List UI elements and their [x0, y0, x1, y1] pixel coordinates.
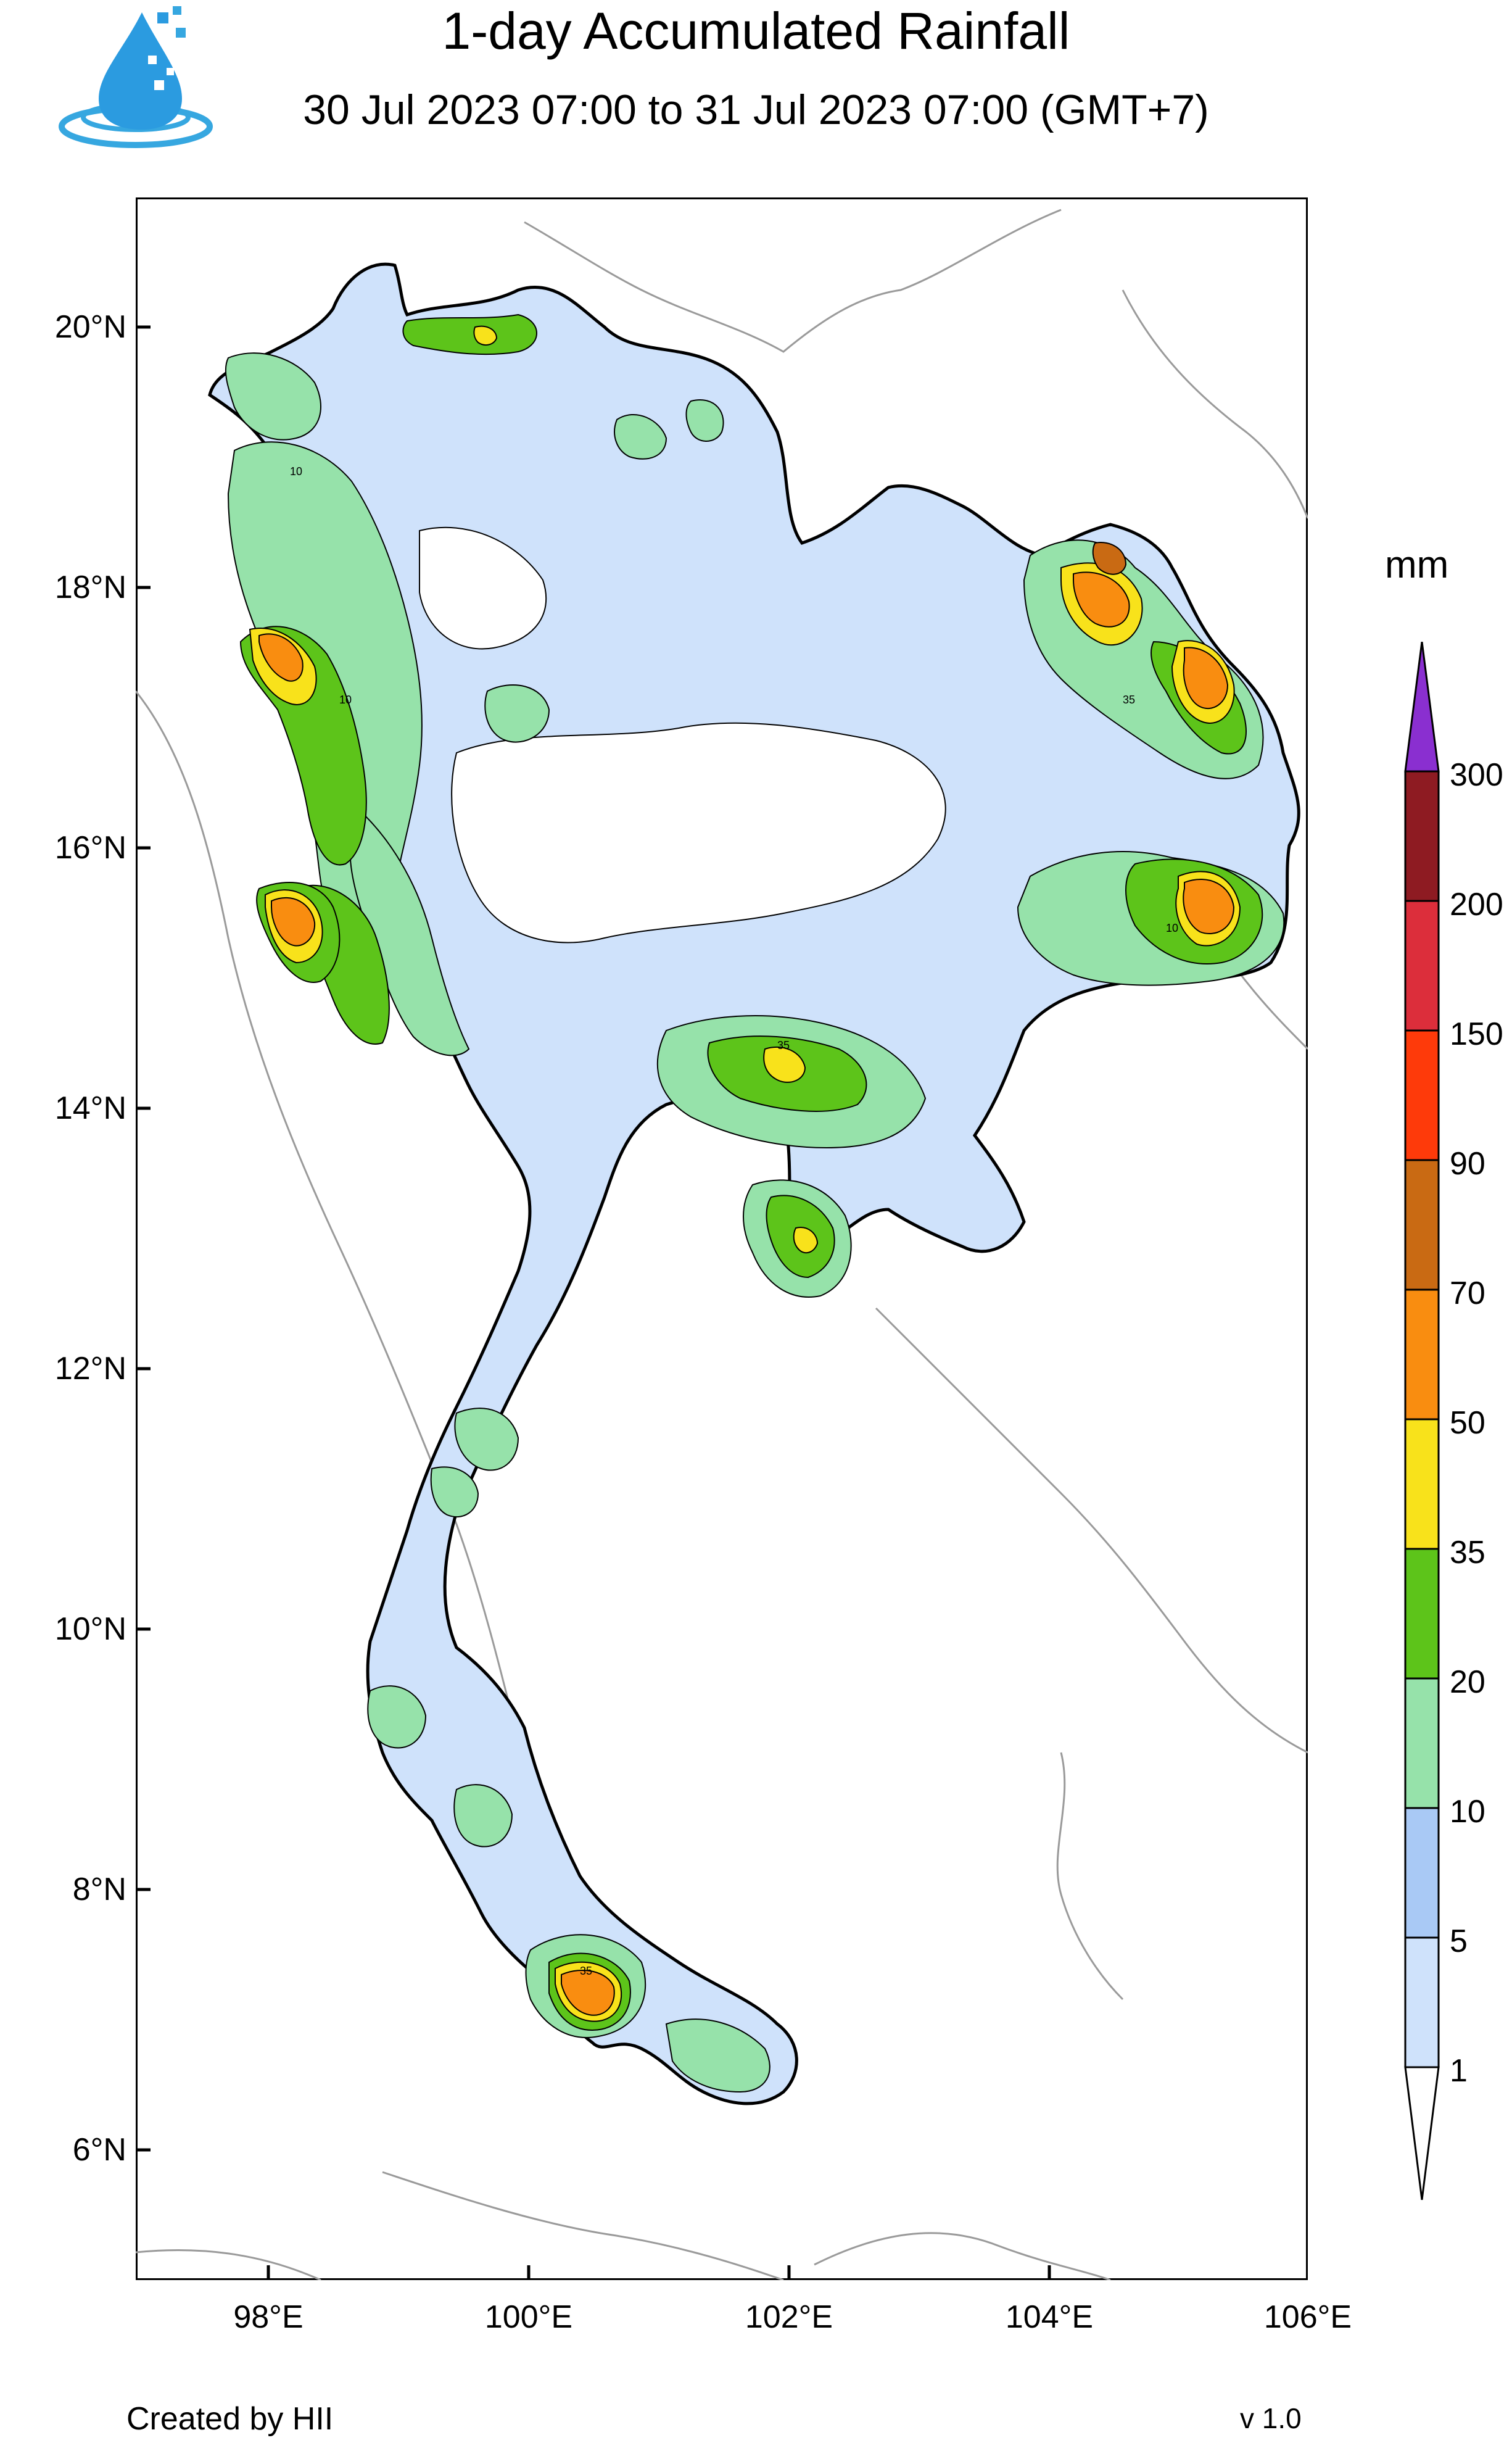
colorbar-bottom-triangle	[1404, 2066, 1440, 2200]
colorbar-label: 20	[1450, 1664, 1485, 1700]
colorbar-segment	[1404, 1677, 1440, 1809]
contour-label: 10	[290, 465, 302, 478]
colorbar-label: 90	[1450, 1146, 1485, 1182]
version-text: v 1.0	[1240, 2402, 1302, 2434]
lat-label: 8°N	[72, 1872, 126, 1907]
colorbar-segment	[1404, 1288, 1440, 1421]
unit-label: mm	[1385, 544, 1449, 586]
lat-label: 12°N	[54, 1351, 126, 1387]
lat-label: 18°N	[54, 570, 126, 605]
contour-label: 35	[777, 1039, 790, 1051]
colorbar-label: 200	[1450, 887, 1503, 923]
lat-label: 6°N	[72, 2132, 126, 2168]
lat-label: 16°N	[54, 830, 126, 866]
lon-label: 102°E	[745, 2299, 833, 2335]
colorbar-segment	[1404, 900, 1440, 1032]
date-range-subtitle: 30 Jul 2023 07:00 to 31 Jul 2023 07:00 (…	[303, 86, 1209, 133]
tick-marks	[136, 325, 1308, 2280]
credit-text: Created by HII	[126, 2401, 334, 2437]
lon-label: 106°E	[1263, 2299, 1352, 2335]
colorbar-label: 10	[1450, 1794, 1485, 1830]
colorbar-top-triangle	[1404, 642, 1440, 773]
colorbar	[1404, 642, 1440, 2200]
contour-label: 35	[1123, 694, 1135, 706]
rainfall-patches	[225, 313, 1285, 2093]
colorbar-label: 1	[1450, 2053, 1468, 2089]
lat-label: 20°N	[54, 309, 126, 345]
colorbar-label: 5	[1450, 1923, 1468, 1959]
page-title: 1-day Accumulated Rainfall	[442, 2, 1070, 60]
rainfall-map: 10 10 35 10 35 35	[136, 197, 1308, 2280]
lon-label: 104°E	[1005, 2299, 1094, 2335]
contour-label: 10	[339, 694, 352, 706]
colorbar-label: 300	[1450, 757, 1503, 793]
country-borders	[136, 209, 1308, 2280]
contour-label: 35	[580, 1965, 592, 1977]
colorbar-segment	[1404, 1936, 1440, 2068]
colorbar-segment	[1404, 1548, 1440, 1680]
colorbar-segment	[1404, 1418, 1440, 1550]
colorbar-segment	[1404, 1029, 1440, 1161]
colorbar-segment	[1404, 1159, 1440, 1291]
lon-label: 100°E	[484, 2299, 573, 2335]
colorbar-label: 50	[1450, 1405, 1485, 1441]
lon-label: 98°E	[233, 2299, 304, 2335]
lat-label: 14°N	[54, 1090, 126, 1126]
colorbar-label: 150	[1450, 1016, 1503, 1052]
contour-labels: 10 10 35 10 35 35	[290, 465, 1178, 1977]
colorbar-label: 70	[1450, 1275, 1485, 1311]
colorbar-segment	[1404, 770, 1440, 902]
hii-logo	[49, 0, 222, 167]
colorbar-label: 35	[1450, 1535, 1485, 1570]
contour-label: 10	[1166, 922, 1178, 934]
lat-label: 10°N	[54, 1611, 126, 1647]
colorbar-segment	[1404, 1807, 1440, 1939]
